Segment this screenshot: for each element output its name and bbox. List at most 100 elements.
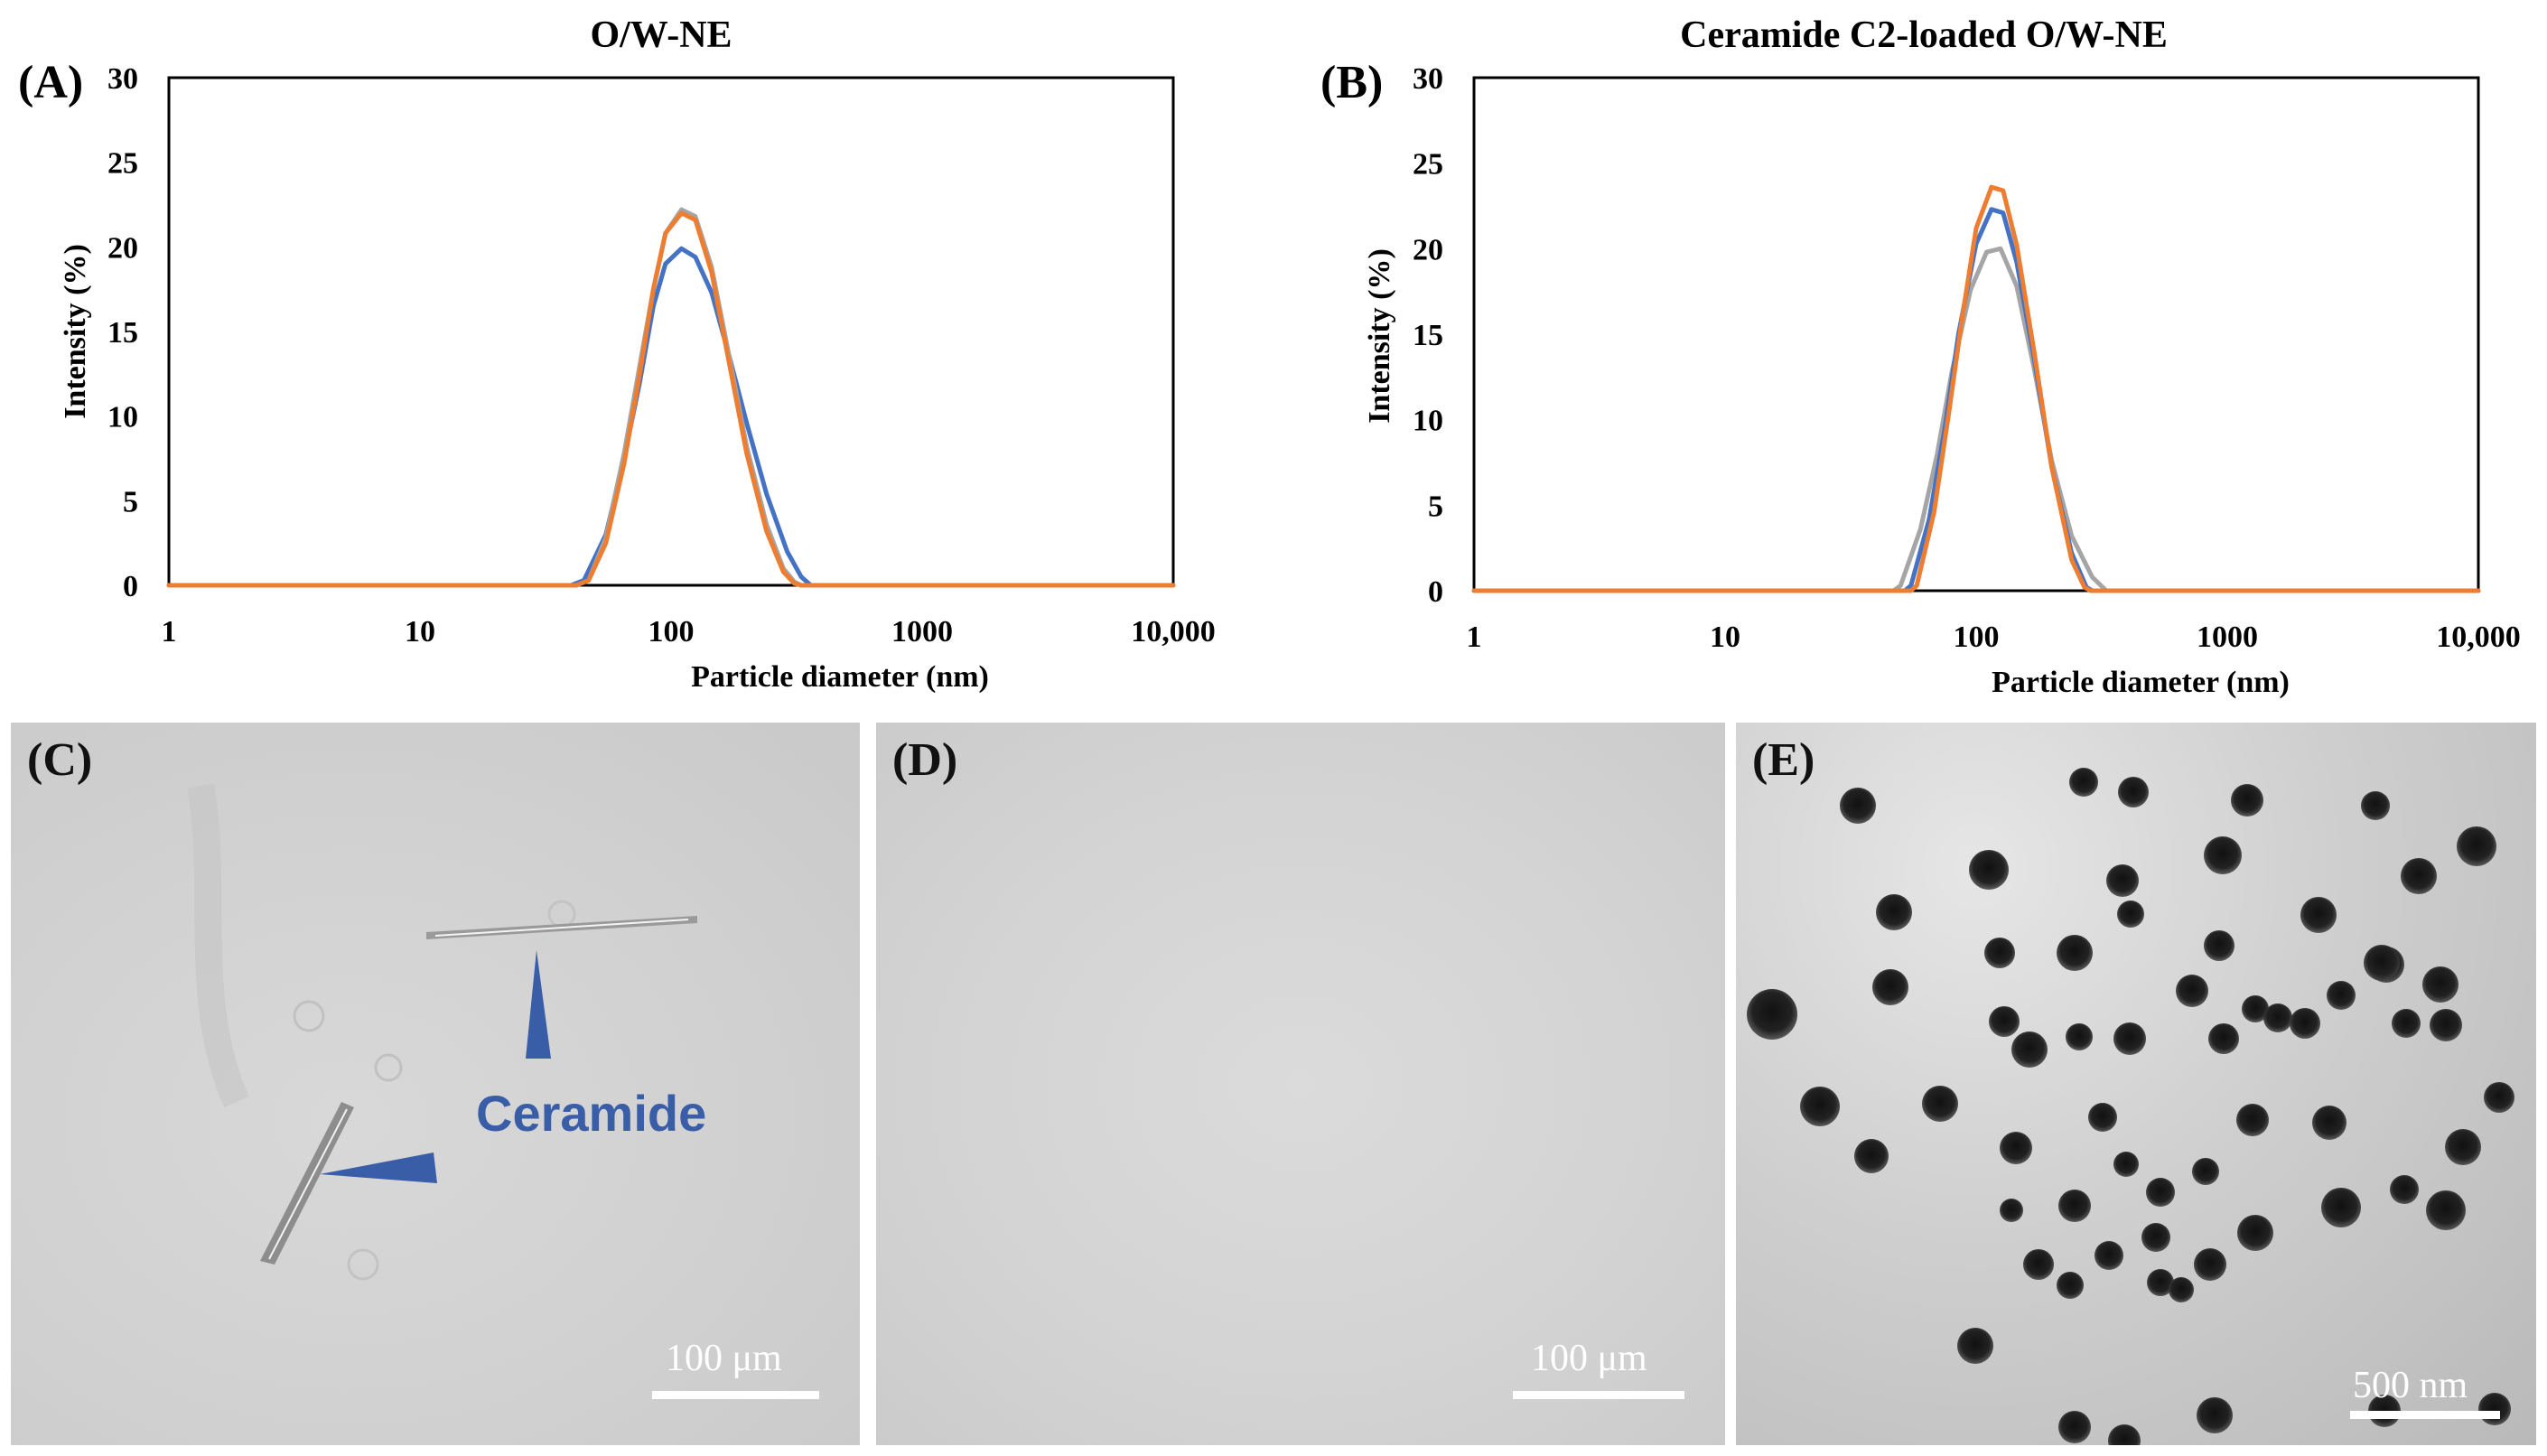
scale-e-text: 500 nm	[2353, 1365, 2468, 1406]
y-tick-label: 5	[123, 485, 138, 518]
y-tick-label: 20	[107, 231, 138, 265]
y-tick-label: 15	[107, 316, 138, 350]
series-line-1	[166, 246, 1176, 588]
series-line-2	[166, 207, 1176, 588]
y-tick-label: 30	[1413, 62, 1443, 96]
droplet	[2146, 1178, 2175, 1207]
panel-b-label: (B)	[1320, 57, 1383, 108]
droplet	[1747, 989, 1797, 1040]
ceramide-annotation: Ceramide	[476, 1085, 707, 1142]
scale-e-bar	[2350, 1411, 2500, 1419]
droplet	[2113, 1022, 2146, 1055]
x-tick-label: 1	[1467, 621, 1482, 654]
droplet	[2106, 864, 2139, 897]
droplet	[2000, 1132, 2032, 1164]
droplet	[2263, 1003, 2292, 1032]
x-tick-label: 10	[405, 615, 435, 649]
droplet	[2426, 1190, 2466, 1230]
chart-a-x-ticks: 1 10 100 1000 10,000	[162, 615, 1216, 649]
chart-a-xlabel: Particle diameter (nm)	[691, 660, 989, 694]
x-tick-label: 10	[1710, 621, 1740, 654]
droplet	[2484, 1082, 2514, 1113]
chart-a-series	[166, 207, 1176, 588]
droplet	[1872, 969, 1908, 1005]
droplet	[2194, 1248, 2226, 1281]
x-tick-label: 100	[648, 615, 695, 649]
y-tick-label: 0	[123, 570, 138, 603]
scale-d-bar	[1513, 1391, 1684, 1399]
chart-a-plot-area	[167, 76, 1175, 587]
droplet	[2290, 1008, 2320, 1039]
droplet	[1989, 1006, 2020, 1037]
droplet	[2208, 1023, 2239, 1054]
droplet	[2401, 858, 2437, 894]
arrow-left	[320, 1153, 437, 1183]
panel-d-label: (D)	[892, 734, 958, 786]
y-tick-label: 30	[107, 62, 138, 96]
droplet	[2236, 1104, 2269, 1136]
micrograph-c-image	[187, 783, 697, 1281]
x-tick-label: 1000	[2197, 621, 2258, 654]
series-line-3	[1471, 184, 2481, 593]
droplet	[2312, 1106, 2346, 1140]
x-tick-label: 10,000	[1131, 615, 1216, 649]
droplet	[1800, 1087, 1840, 1126]
chart-b-y-ticks: 0 5 10 15 20 25 30	[1413, 62, 1443, 609]
droplet	[2430, 1009, 2462, 1041]
droplet	[2058, 1411, 2091, 1443]
droplet	[2011, 1031, 2048, 1068]
droplet	[2392, 1009, 2421, 1038]
x-tick-label: 1	[162, 615, 177, 649]
chart-a: (A) O/W-NE 0 5 10 15 20 25 30 1 10 100 1000 10,000…	[18, 14, 1216, 694]
droplet	[2147, 1269, 2174, 1296]
droplet	[2300, 897, 2337, 933]
droplet	[1854, 1139, 1889, 1173]
droplet	[2231, 784, 2263, 817]
droplet	[2169, 1277, 2194, 1302]
arrow-top	[526, 950, 551, 1059]
panel-a-label: (A)	[18, 57, 83, 108]
droplet	[2321, 1188, 2361, 1227]
droplet	[2327, 981, 2356, 1010]
series-line-1	[1471, 246, 2481, 593]
droplet	[2057, 1272, 2084, 1299]
droplet	[2457, 826, 2496, 866]
chart-a-title: O/W-NE	[590, 14, 732, 56]
droplet	[1840, 788, 1876, 824]
droplet	[2023, 1249, 2054, 1280]
y-tick-label: 5	[1428, 490, 1443, 523]
tem-image	[1747, 768, 2514, 1445]
y-tick-label: 25	[1413, 148, 1443, 182]
tem-droplets	[1747, 768, 2514, 1445]
x-tick-label: 1000	[891, 615, 953, 649]
panel-c-label: (C)	[27, 734, 93, 786]
droplet	[2117, 901, 2144, 928]
droplet	[2113, 1152, 2139, 1177]
droplet	[2445, 1129, 2481, 1165]
ceramide-crystal-diagonal	[260, 1102, 354, 1265]
series-line-3	[166, 210, 1176, 588]
droplet	[2176, 975, 2208, 1007]
droplet	[2364, 945, 2400, 981]
droplet	[1876, 894, 1912, 930]
chart-b-ylabel: Intensity (%)	[1363, 248, 1396, 424]
y-tick-label: 15	[1413, 319, 1443, 352]
y-tick-label: 10	[107, 401, 138, 434]
droplet	[2192, 1158, 2219, 1185]
y-tick-label: 20	[1413, 233, 1443, 266]
chart-b-plot-area	[1472, 76, 2480, 593]
chart-a-ylabel: Intensity (%)	[59, 244, 92, 419]
chart-b-x-ticks: 1 10 100 1000 10,000	[1467, 621, 2521, 654]
ceramide-crystal-horizontal	[426, 916, 697, 939]
panel-e-label: (E)	[1752, 734, 1815, 786]
droplet	[2361, 791, 2390, 820]
chart-a-y-ticks: 0 5 10 15 20 25 30	[107, 62, 138, 603]
droplet	[1922, 1086, 1958, 1122]
micrograph-c: (C) Ceramide 100 μm	[11, 723, 860, 1445]
droplet	[2197, 1397, 2233, 1433]
droplet	[2422, 966, 2458, 1003]
droplet	[2478, 1393, 2511, 1425]
chart-b-title: Ceramide C2-loaded O/W-NE	[1680, 14, 2168, 56]
droplet	[2069, 768, 2098, 797]
